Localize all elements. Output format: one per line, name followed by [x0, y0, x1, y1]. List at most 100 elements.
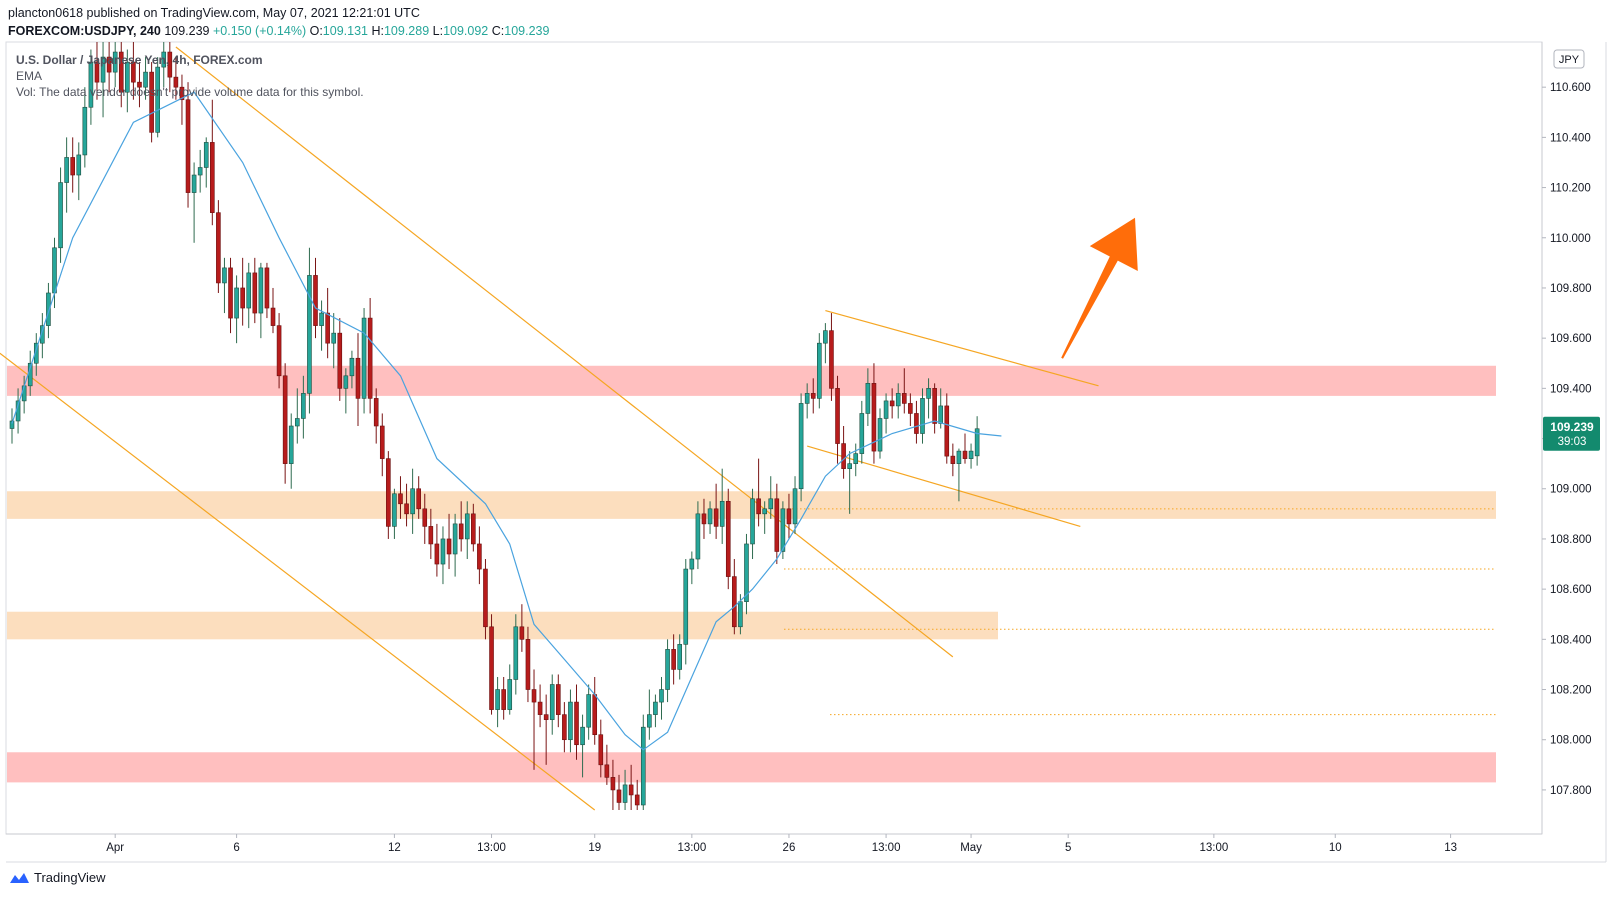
candle-body [76, 154, 82, 176]
candle-body [428, 526, 434, 545]
candle-body [434, 543, 440, 565]
candle-body [707, 508, 713, 525]
candle-body [762, 508, 767, 515]
candle-body [750, 498, 755, 545]
candle-body [82, 106, 88, 156]
price-tick-label: 110.000 [1550, 233, 1591, 245]
price-tick-label: 110.600 [1550, 82, 1591, 94]
time-tick-label: 26 [783, 842, 796, 854]
legend-ema[interactable]: EMA [16, 69, 43, 83]
legend-volume[interactable]: Vol: The data vendor doesn't provide vol… [16, 85, 364, 99]
candle-body [483, 568, 488, 628]
time-tick-label: 12 [388, 842, 401, 854]
candle-body [94, 61, 100, 83]
published-line: plancton0618 published on TradingView.co… [8, 6, 420, 20]
candle-body [616, 789, 622, 803]
candle-body [179, 86, 185, 101]
candle-body [234, 287, 239, 319]
price-tick-label: 110.200 [1550, 183, 1591, 195]
candle-body [671, 649, 676, 670]
time-axis[interactable]: Apr 6 12 13:00 19 13:00 26 13:00 May 5 13:00 10 13 [106, 834, 1457, 854]
candle-body [829, 330, 834, 389]
candle-body [70, 157, 75, 176]
candle-body [246, 272, 252, 309]
symbol-ohlc-line: FOREXCOM:USDJPY, 240 109.239 +0.150 (+0.… [8, 22, 549, 40]
candle-body [270, 307, 276, 326]
candle-body [568, 701, 573, 741]
open-value: 109.131 [322, 24, 368, 38]
candle-body [592, 694, 598, 736]
candle-body [580, 726, 585, 746]
candle-body [810, 393, 816, 399]
candle-body [604, 764, 610, 778]
resistance-zone [7, 365, 1496, 396]
candle-body [125, 61, 130, 93]
plot-area[interactable] [5, 41, 1543, 835]
price-tick-label: 108.000 [1550, 735, 1592, 747]
candle-body [228, 267, 233, 319]
candle-body [525, 639, 531, 690]
low-value: 109.092 [443, 24, 489, 38]
candle-body [52, 247, 57, 294]
current-price-value: 109.239 [1550, 420, 1594, 434]
candle-body [319, 312, 324, 326]
price-tick-label: 107.800 [1550, 785, 1592, 797]
candle-body [944, 405, 950, 457]
last-price: 109.239 [164, 24, 210, 38]
candle-body [938, 405, 944, 424]
candle-body [634, 794, 640, 806]
candle-body [968, 450, 974, 459]
candle-body [452, 523, 458, 555]
candle-body [88, 61, 94, 108]
forecast-arrow [1061, 217, 1138, 359]
candle-body [258, 267, 264, 314]
candle-body [768, 498, 774, 510]
candle-body [216, 212, 221, 284]
candle-body [817, 342, 822, 399]
footer-brand-label: TradingView [34, 870, 106, 885]
candle-body [628, 784, 634, 796]
candle-body [40, 325, 45, 344]
candle-body [137, 81, 142, 88]
candle-body [738, 601, 743, 628]
symbol-label[interactable]: FOREXCOM:USDJPY, 240 [8, 24, 161, 38]
candle-body [33, 342, 39, 364]
time-tick-label: 6 [233, 842, 239, 854]
candle-body [859, 413, 865, 454]
legend-title[interactable]: U.S. Dollar / Japanese Yen, 4h, FOREX.co… [16, 53, 263, 67]
currency-badge[interactable]: JPY [1553, 49, 1585, 69]
candle-body [865, 383, 871, 414]
candle-body [914, 413, 919, 434]
candle-body [489, 626, 494, 710]
candle-body [543, 714, 549, 720]
candle-body [373, 398, 379, 427]
bar-countdown: 39:03 [1558, 436, 1587, 448]
candle-body [422, 508, 428, 527]
candle-body [173, 76, 179, 88]
candle-body [155, 66, 160, 133]
low-label: L: [432, 24, 444, 38]
candle-body [926, 388, 931, 399]
candle-body [507, 679, 513, 710]
candle-body [786, 508, 792, 525]
high-label: H: [371, 24, 384, 38]
candle-body [276, 325, 282, 377]
footer-brand[interactable]: TradingView [8, 870, 106, 885]
candle-body [307, 275, 312, 394]
candle-body [519, 626, 525, 640]
candle-body [222, 267, 227, 284]
candle-body [774, 498, 780, 552]
candle-body [835, 388, 840, 444]
trendlines-layer [0, 46, 1099, 811]
candle-body [495, 689, 500, 710]
time-tick-label: 13:00 [677, 842, 706, 854]
candle-body [313, 275, 318, 326]
levels-layer [784, 508, 1496, 716]
candle-body [513, 626, 519, 680]
high-value: 109.289 [383, 24, 430, 38]
forecast-arrow-layer [1061, 217, 1138, 359]
candle-body [889, 400, 895, 407]
price-tick-label: 108.200 [1550, 685, 1592, 697]
candle-body [871, 383, 877, 452]
